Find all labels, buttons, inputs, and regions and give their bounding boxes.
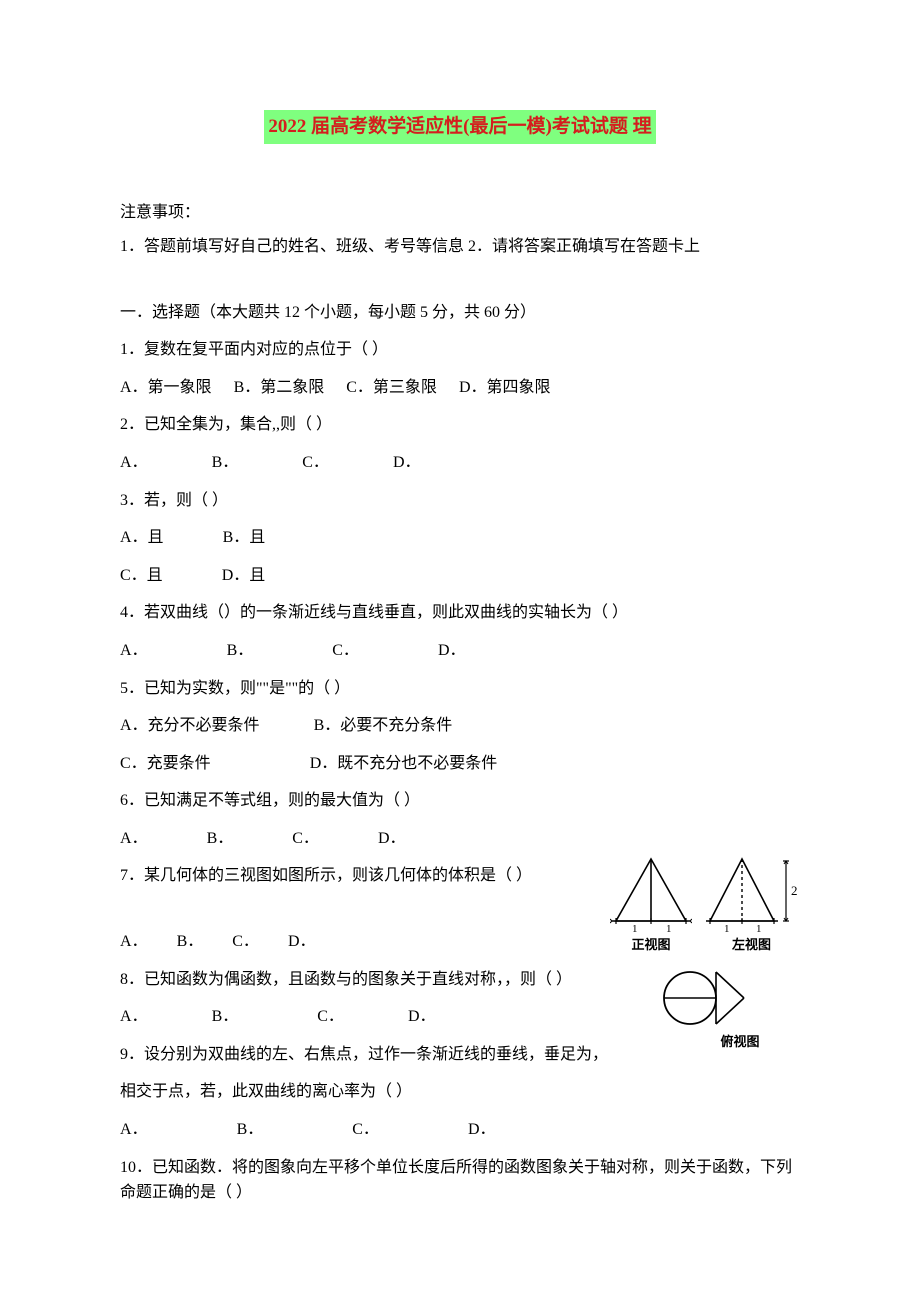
three-views-figure: 1 1 正视图 1 1 2 左视图 — [610, 855, 820, 1053]
q7-opt-c: C． — [232, 929, 259, 955]
q2-opt-a: A． — [120, 450, 148, 476]
q3-opt-d: D．且 — [222, 563, 266, 589]
question-9-line2: 相交于点，若，此双曲线的离心率为（ ） — [120, 1079, 610, 1105]
question-4: 4．若双曲线（）的一条渐近线与直线垂直，则此双曲线的实轴长为（ ） — [120, 600, 800, 626]
left-view: 1 1 2 左视图 — [704, 855, 799, 956]
question-1-options: A．第一象限 B．第二象限 C．第三象限 D．第四象限 — [120, 375, 800, 401]
q7-opt-a: A． — [120, 929, 148, 955]
front-view-svg: 1 1 — [610, 855, 692, 933]
q5-opt-b: B．必要不充分条件 — [314, 713, 453, 739]
q6-opt-a: A． — [120, 826, 148, 852]
exam-title: 2022 届高考数学适应性(最后一模)考试试题 理 — [264, 110, 655, 144]
q4-opt-d: D． — [438, 638, 466, 664]
q9-opt-a: A． — [120, 1117, 148, 1143]
bottom-view: 俯视图 — [660, 966, 820, 1053]
q4-opt-a: A． — [120, 638, 148, 664]
front-view: 1 1 正视图 — [610, 855, 692, 956]
question-2: 2．已知全集为，集合,,则（ ） — [120, 412, 800, 438]
question-5: 5．已知为实数，则""是""的（ ） — [120, 676, 800, 702]
svg-text:1: 1 — [632, 923, 638, 933]
q1-opt-c: C．第三象限 — [346, 375, 437, 401]
question-4-options: A． B． C． D． — [120, 638, 800, 664]
question-3-options-row2: C．且 D．且 — [120, 563, 800, 589]
q2-opt-c: C． — [302, 450, 329, 476]
svg-text:1: 1 — [756, 923, 762, 933]
q6-opt-b: B． — [207, 826, 234, 852]
question-6-options: A． B． C． D． — [120, 826, 800, 852]
front-view-label: 正视图 — [610, 935, 692, 956]
q3-opt-c: C．且 — [120, 563, 163, 589]
q6-opt-c: C． — [292, 826, 319, 852]
question-1: 1．复数在复平面内对应的点位于（ ） — [120, 337, 800, 363]
question-9-line1: 9．设分别为双曲线的左、右焦点，过作一条渐近线的垂线，垂足为， — [120, 1042, 610, 1068]
q9-opt-d: D． — [468, 1117, 496, 1143]
bottom-view-label: 俯视图 — [660, 1032, 820, 1053]
question-6: 6．已知满足不等式组，则的最大值为（ ） — [120, 788, 800, 814]
question-7: 7．某几何体的三视图如图所示，则该几何体的体积是（ ） — [120, 863, 610, 889]
q2-opt-b: B． — [212, 450, 239, 476]
q8-opt-a: A． — [120, 1004, 148, 1030]
left-view-svg: 1 1 2 — [704, 855, 799, 933]
svg-text:1: 1 — [724, 923, 730, 933]
question-10: 10．已知函数．将的图象向左平移个单位长度后所得的函数图象关于轴对称，则关于函数… — [120, 1155, 800, 1206]
svg-text:1: 1 — [666, 923, 672, 933]
q9-opt-c: C． — [352, 1117, 379, 1143]
q5-opt-a: A．充分不必要条件 — [120, 713, 260, 739]
svg-text:2: 2 — [791, 883, 798, 898]
question-3: 3．若，则（ ） — [120, 488, 800, 514]
q5-opt-d: D．既不充分也不必要条件 — [310, 751, 498, 777]
q1-opt-d: D．第四象限 — [459, 375, 551, 401]
question-2-options: A． B． C． D． — [120, 450, 800, 476]
section-header: 一．选择题（本大题共 12 个小题，每小题 5 分，共 60 分） — [120, 300, 800, 326]
question-3-options-row1: A．且 B．且 — [120, 525, 800, 551]
q5-opt-c: C．充要条件 — [120, 751, 211, 777]
q8-opt-b: B． — [212, 1004, 239, 1030]
q6-opt-d: D． — [378, 826, 406, 852]
q8-opt-c: C． — [317, 1004, 344, 1030]
question-9-options: A． B． C． D． — [120, 1117, 800, 1143]
notice-header: 注意事项： — [120, 200, 800, 226]
q4-opt-c: C． — [332, 638, 359, 664]
question-5-options-row2: C．充要条件 D．既不充分也不必要条件 — [120, 751, 800, 777]
q3-opt-b: B．且 — [223, 525, 266, 551]
question-8: 8．已知函数为偶函数，且函数与的图象关于直线对称，，则（ ） — [120, 967, 610, 993]
question-5-options-row1: A．充分不必要条件 B．必要不充分条件 — [120, 713, 800, 739]
q9-opt-b: B． — [237, 1117, 264, 1143]
q1-opt-b: B．第二象限 — [234, 375, 325, 401]
q4-opt-b: B． — [227, 638, 254, 664]
bottom-view-svg — [660, 966, 748, 1030]
left-view-label: 左视图 — [704, 935, 799, 956]
notice-line: 1．答题前填写好自己的姓名、班级、考号等信息 2．请将答案正确填写在答题卡上 — [120, 234, 800, 260]
q1-opt-a: A．第一象限 — [120, 375, 212, 401]
q2-opt-d: D． — [393, 450, 421, 476]
q7-opt-d: D． — [288, 929, 316, 955]
q7-opt-b: B． — [177, 929, 204, 955]
q8-opt-d: D． — [408, 1004, 436, 1030]
q3-opt-a: A．且 — [120, 525, 164, 551]
